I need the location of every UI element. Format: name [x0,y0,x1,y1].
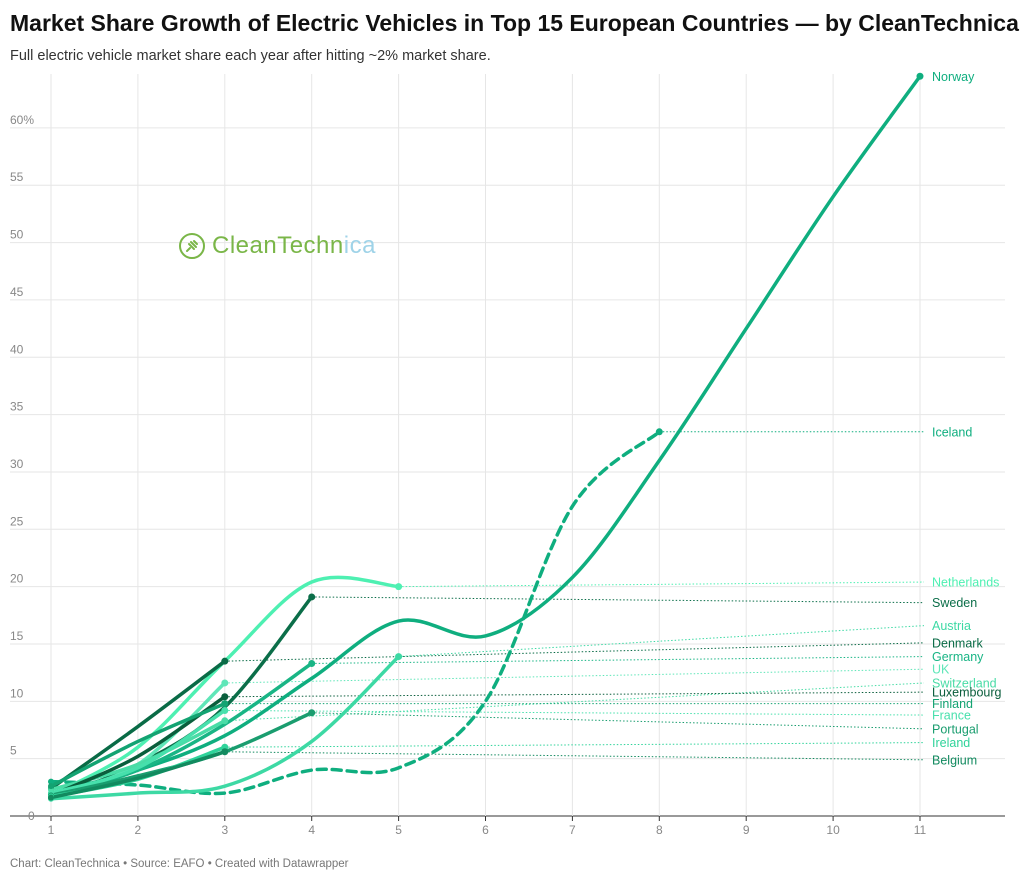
series-label-austria: Austria [932,619,971,633]
plug-icon [179,233,205,259]
x-tick-label: 1 [48,823,55,837]
series-label-finland: Finland [932,697,973,711]
series-endpoints [48,72,924,802]
leader-france [224,709,925,716]
series-label-france: France [932,709,971,723]
series-label-portugal: Portugal [932,722,979,736]
y-tick-label: 55 [10,170,24,184]
startpoint-belgium [48,794,54,801]
series-line-finland [49,701,227,788]
leader-uk [224,668,925,684]
endpoint-france [221,706,229,714]
chart-footer: Chart: CleanTechnica • Source: EAFO • Cr… [10,858,349,870]
endpoint-norway [916,72,924,80]
series-line-france [49,708,227,795]
series-labels: Norway Iceland Netherlands Sweden Austria Den… [932,70,1002,768]
x-tick-label: 9 [743,823,750,837]
x-tick-label: 3 [221,823,228,837]
endpoint-sweden [308,593,316,601]
endpoint-uk [221,679,229,687]
leader-ireland [224,742,925,748]
logo-text-main: CleanTechn [212,232,344,259]
endpoint-luxembourg [221,693,229,701]
x-tick-label: 8 [656,823,663,837]
endpoint-portugal [308,709,316,717]
startpoint-iceland [48,778,54,785]
series-line-austria [49,654,401,801]
leader-portugal [311,712,925,730]
x-tick-label: 7 [569,823,576,837]
series-label-uk: UK [932,663,950,677]
endpoint-netherlands [395,583,403,591]
y-tick-label: 0 [28,809,35,823]
y-tick-label: 35 [10,400,24,414]
y-tick-label: 60% [10,113,34,127]
series-line-iceland [49,430,662,796]
chart-grid [10,74,1005,821]
chart-subtitle: Full electric vehicle market share each … [10,48,491,64]
logo-text-tail: ica [343,232,376,259]
series-label-netherlands: Netherlands [932,576,999,590]
y-tick-label: 50 [10,228,24,242]
leader-germany [311,656,925,664]
series-lines [49,74,922,801]
logo-wordmark: CleanTechnica [212,232,376,260]
y-tick-label: 30 [10,457,24,471]
series-label-iceland: Iceland [932,425,972,439]
endpoint-germany [308,659,316,667]
leader-luxembourg [224,691,925,698]
leader-switzerland [224,682,925,722]
series-label-luxembourg: Luxembourg [932,686,1002,700]
endpoint-denmark [221,657,229,665]
y-tick-label: 10 [10,686,24,700]
leader-denmark [224,642,925,662]
leader-sweden [311,596,925,604]
x-tick-label: 5 [395,823,402,837]
endpoint-austria [395,653,403,661]
y-tick-label: 5 [10,744,17,758]
series-line-norway [49,74,922,795]
startpoint-finland [48,783,54,790]
cleantechnica-logo: CleanTechnica [178,232,376,260]
y-axis: 0 5 10 15 20 25 30 35 40 45 50 55 60% [10,113,35,823]
x-tick-label: 4 [308,823,315,837]
x-tick-label: 10 [826,823,840,837]
endpoint-finland [221,700,229,708]
x-tick-label: 6 [482,823,489,837]
x-tick-label: 2 [135,823,142,837]
y-tick-label: 25 [10,514,24,528]
chart-title: Market Share Growth of Electric Vehicles… [10,10,1019,36]
endpoint-iceland [655,428,663,436]
y-tick-label: 40 [10,342,24,356]
series-label-denmark: Denmark [932,636,983,650]
y-tick-label: 15 [10,629,24,643]
series-label-switzerland: Switzerland [932,676,997,690]
label-leaders [224,431,925,761]
leader-netherlands [398,581,925,588]
leader-belgium [224,751,925,761]
leader-austria [398,625,925,658]
series-label-belgium: Belgium [932,753,977,767]
x-axis: 1 2 3 4 5 6 7 8 9 10 11 [48,823,927,837]
series-label-ireland: Ireland [932,736,970,750]
series-line-switzerland [49,719,227,792]
series-label-germany: Germany [932,650,984,664]
y-tick-label: 20 [10,572,24,586]
y-tick-label: 45 [10,285,24,299]
series-label-norway: Norway [932,70,975,84]
endpoint-belgium [221,748,229,756]
x-tick-label: 11 [914,823,927,837]
series-label-sweden: Sweden [932,596,977,610]
endpoint-switzerland [221,717,229,725]
series-line-belgium [49,750,227,800]
